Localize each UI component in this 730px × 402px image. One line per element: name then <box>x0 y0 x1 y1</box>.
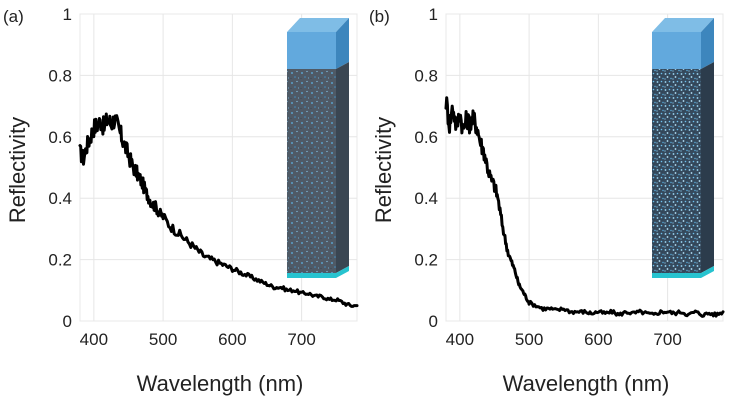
y-tick-labels-b: 0 0.2 0.4 0.6 0.8 1 <box>414 5 438 331</box>
x-tick-label: 600 <box>218 330 246 349</box>
x-tick-label: 400 <box>80 330 108 349</box>
y-tick-label: 0.2 <box>48 251 72 270</box>
y-tick-label: 0.6 <box>414 128 438 147</box>
x-tick-label: 700 <box>653 330 681 349</box>
y-tick-label: 0.8 <box>48 66 72 85</box>
y-tick-label: 1 <box>63 5 72 24</box>
y-tick-label: 0.4 <box>414 189 438 208</box>
reflectivity-line-b <box>444 96 725 318</box>
y-tick-label: 0.8 <box>414 66 438 85</box>
x-tick-label: 600 <box>584 330 612 349</box>
x-axis-title-a: Wavelength (nm) <box>137 371 304 396</box>
panel-label-a: (a) <box>3 7 24 26</box>
y-tick-label: 0 <box>63 312 72 331</box>
x-axis-title-b: Wavelength (nm) <box>503 371 670 396</box>
y-axis-title-b: Reflectivity <box>371 117 396 223</box>
plot-frame-b <box>445 13 724 322</box>
x-tick-label: 500 <box>515 330 543 349</box>
inset-column-dense <box>652 18 714 278</box>
y-tick-labels-a: 0 0.2 0.4 0.6 0.8 1 <box>48 5 72 331</box>
reflectivity-line-a <box>78 112 359 308</box>
y-tick-label: 0.6 <box>48 128 72 147</box>
y-tick-label: 0 <box>429 312 438 331</box>
y-axis-title-a: Reflectivity <box>5 117 30 223</box>
y-tick-label: 0.2 <box>414 251 438 270</box>
panel-label-b: (b) <box>369 7 390 26</box>
x-tick-label: 500 <box>149 330 177 349</box>
panel-b: 400 500 600 700 0 0.2 0.4 0.6 0.8 1 (b) Waveleng… <box>369 5 725 396</box>
x-tick-labels-a: 400 500 600 700 <box>80 330 316 349</box>
x-tick-label: 400 <box>446 330 474 349</box>
x-tick-label: 700 <box>287 330 315 349</box>
x-tick-labels-b: 400 500 600 700 <box>446 330 682 349</box>
inset-column-sparse <box>287 18 349 278</box>
y-tick-label: 1 <box>429 5 438 24</box>
panel-a: 400 500 600 700 0 0.2 0.4 0.6 0.8 1 (a) Waveleng… <box>3 5 359 396</box>
y-tick-label: 0.4 <box>48 189 72 208</box>
plot-frame-a <box>79 13 358 322</box>
